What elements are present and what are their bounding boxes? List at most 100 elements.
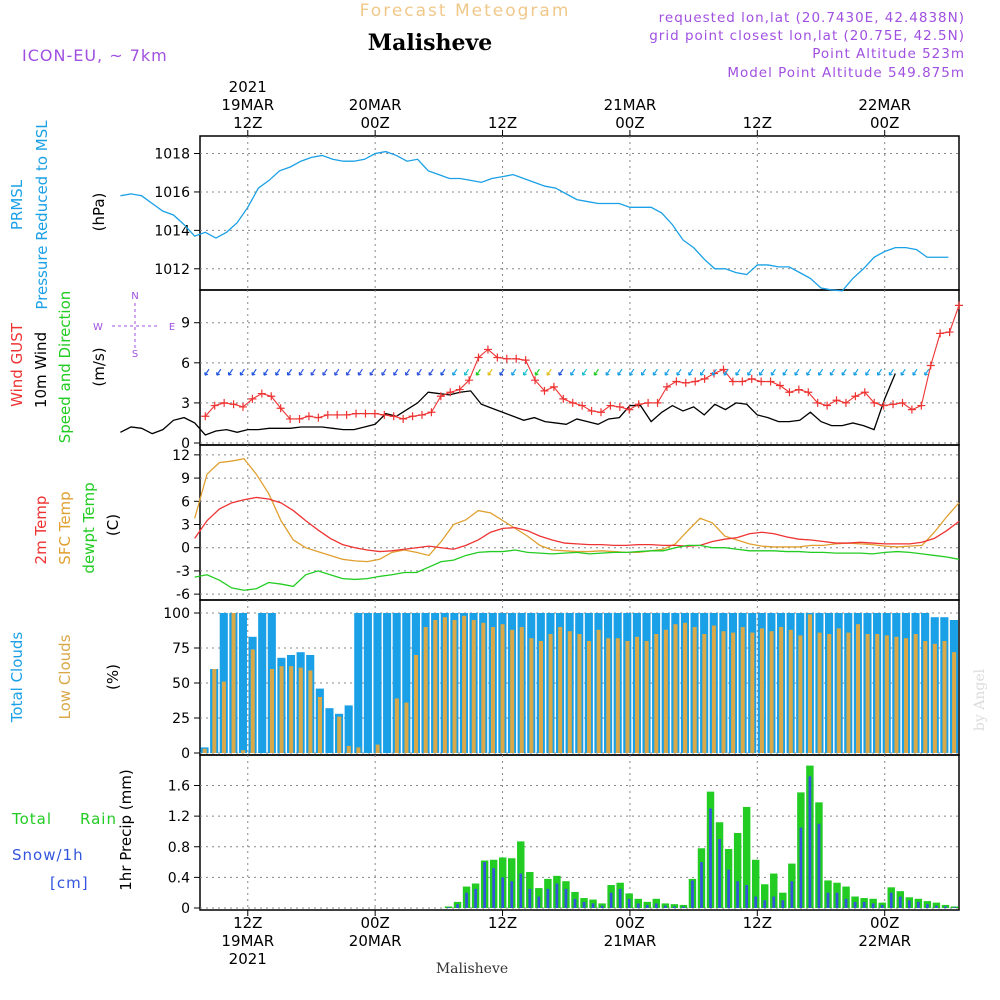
wind-arrow bbox=[381, 368, 387, 376]
wind-arrow bbox=[334, 368, 340, 376]
total-cloud-bar bbox=[402, 613, 411, 753]
wind-arrow bbox=[523, 368, 529, 376]
low-cloud-bar bbox=[635, 636, 640, 753]
low-cloud-bar bbox=[289, 666, 294, 753]
gust-marker bbox=[955, 301, 963, 310]
low-cloud-bar bbox=[654, 634, 659, 753]
low-cloud-bar bbox=[529, 638, 534, 753]
snow-bar bbox=[700, 862, 703, 908]
ytick-label: 1016 bbox=[154, 185, 190, 201]
wind-arrow bbox=[558, 368, 564, 376]
compass-w: W bbox=[93, 322, 103, 333]
gust-marker bbox=[568, 398, 577, 407]
wind-arrow bbox=[782, 368, 788, 376]
total-cloud-bar bbox=[325, 708, 334, 753]
total-cloud-bar bbox=[238, 613, 248, 753]
model-label: ICON-EU, ~ 7km bbox=[22, 46, 168, 65]
t2m-line bbox=[194, 496, 960, 553]
bottom-tick-label: 21MAR bbox=[604, 932, 657, 950]
wind-arrow bbox=[428, 368, 434, 376]
snow-bar bbox=[916, 901, 920, 908]
snow-bar bbox=[799, 827, 803, 908]
snow-bar bbox=[817, 823, 821, 908]
top-tick-label: 12Z bbox=[488, 114, 517, 132]
snow-bar bbox=[826, 892, 830, 908]
gust-marker bbox=[851, 392, 860, 401]
gust-marker bbox=[757, 377, 766, 386]
wind-arrow bbox=[204, 368, 210, 376]
low-cloud-bar bbox=[904, 638, 909, 753]
low-cloud-bar bbox=[683, 622, 688, 753]
footer-location: Malisheve bbox=[436, 961, 508, 977]
gust-marker bbox=[841, 398, 850, 407]
gust-marker bbox=[719, 365, 728, 374]
gust-marker bbox=[936, 329, 945, 338]
low-cloud-bar bbox=[548, 634, 553, 753]
gust-marker bbox=[794, 385, 803, 394]
wind-arrow bbox=[511, 368, 517, 376]
precip-total-label: Total bbox=[11, 810, 52, 828]
location-title: Malisheve bbox=[368, 30, 492, 56]
top-tick-label: 20MAR bbox=[349, 96, 402, 114]
low-cloud-bar bbox=[394, 698, 399, 753]
low-cloud-bar bbox=[663, 629, 668, 753]
ytick-label: 100 bbox=[163, 606, 190, 622]
wind-arrow bbox=[806, 368, 812, 376]
wind-arrow bbox=[346, 368, 352, 376]
ytick-label: 75 bbox=[172, 641, 190, 657]
ytick-label: 0 bbox=[181, 746, 190, 762]
wind-arrow bbox=[865, 368, 871, 376]
wind-arrow bbox=[641, 368, 647, 376]
low-cloud-bar bbox=[586, 641, 592, 753]
snow-bar bbox=[582, 901, 586, 908]
low-cloud-bar bbox=[875, 634, 880, 753]
gust-marker bbox=[323, 410, 332, 419]
gust-marker bbox=[700, 374, 709, 383]
wind-arrow bbox=[475, 368, 481, 376]
low-cloud-bar bbox=[250, 649, 255, 753]
gust-marker bbox=[210, 401, 219, 410]
pressure-unit: (hPa) bbox=[90, 193, 108, 232]
low-cloud-bar bbox=[346, 746, 351, 753]
bottom-tick-label: 12Z bbox=[488, 914, 517, 932]
snow-bar bbox=[772, 896, 776, 908]
total-cloud-bar bbox=[354, 613, 363, 753]
low-cloud-bar bbox=[788, 629, 793, 753]
low-cloud-bar bbox=[884, 635, 889, 753]
wind-arrow bbox=[629, 368, 635, 376]
wind-arrow bbox=[735, 368, 741, 376]
total-cloud-bar bbox=[258, 613, 267, 753]
wind-arrow bbox=[700, 368, 706, 376]
ytick-label: 6 bbox=[181, 356, 190, 372]
wind-arrow bbox=[912, 368, 918, 376]
snow-bar bbox=[718, 839, 721, 908]
gust-marker bbox=[304, 412, 313, 421]
ytick-label: 0.8 bbox=[168, 840, 190, 856]
product-title: Forecast Meteogram bbox=[360, 1, 571, 21]
wind-arrow bbox=[711, 368, 717, 376]
ytick-label: 1014 bbox=[154, 223, 190, 239]
snow-bar bbox=[636, 903, 640, 908]
wind-arrow bbox=[251, 368, 257, 376]
total-cloud-bar bbox=[363, 613, 372, 753]
snow-bar bbox=[727, 869, 730, 908]
snow-bar bbox=[935, 905, 938, 908]
gust-marker bbox=[502, 354, 511, 363]
ytick-label: 1.2 bbox=[168, 809, 190, 825]
sfc-label: SFC Temp bbox=[56, 491, 74, 564]
wind-arrow bbox=[582, 368, 588, 376]
panel-frame-pressure bbox=[199, 135, 960, 291]
wind-arrow bbox=[322, 368, 328, 376]
gust-marker bbox=[512, 354, 521, 363]
low-cloud-bar bbox=[212, 669, 217, 753]
gust-marker bbox=[238, 402, 247, 411]
gust-marker bbox=[446, 388, 455, 397]
compass-rose: N S W E bbox=[93, 291, 175, 360]
low-cloud-bar bbox=[702, 634, 707, 753]
wind-arrow bbox=[216, 368, 222, 376]
low-cloud-bar bbox=[750, 632, 755, 753]
low-cloud-bar bbox=[298, 667, 303, 753]
wind-arrow bbox=[499, 368, 505, 376]
